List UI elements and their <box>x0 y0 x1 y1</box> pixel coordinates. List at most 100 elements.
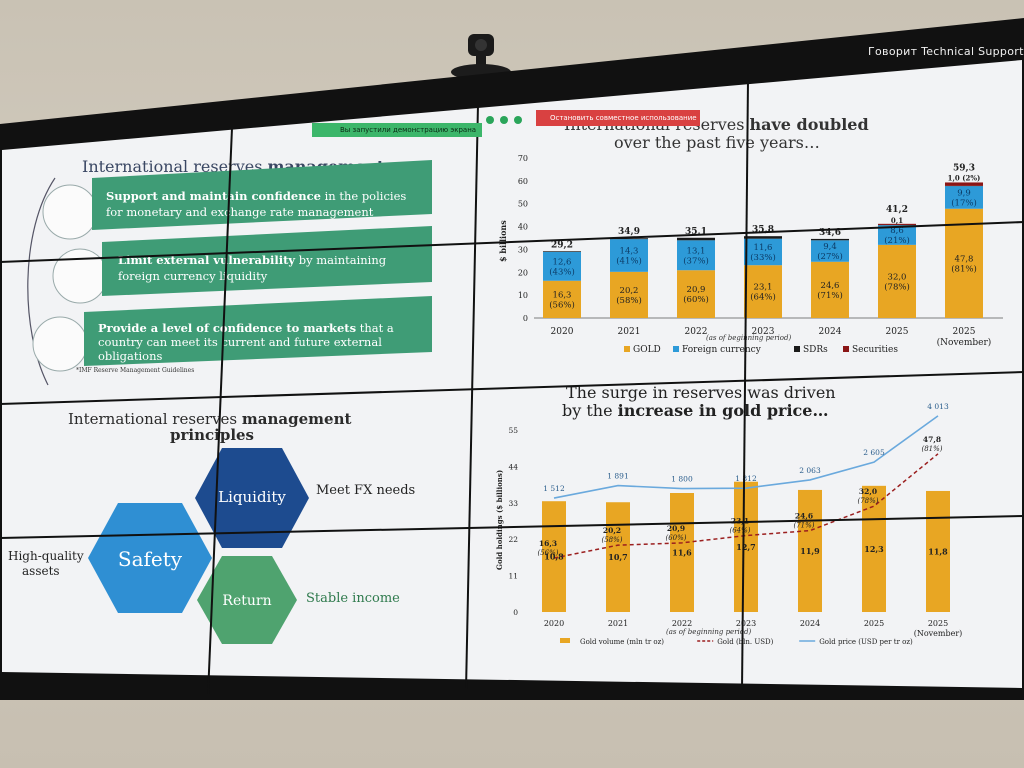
chart2-gold-label: 32,0 <box>859 487 877 496</box>
item-3-line1: Provide a level of confidence to markets… <box>98 321 394 335</box>
chart1-total-label: 34,6 <box>819 228 841 238</box>
chart2-volume-label: 12,7 <box>736 542 755 552</box>
chart1-legend-label: Foreign currency <box>682 345 762 355</box>
chart2-xtick: 2020 <box>544 619 564 628</box>
chart2-ytick: 0 <box>513 608 518 617</box>
chart2-gold-price-line <box>553 415 939 499</box>
chart1-bar-gold <box>543 280 581 318</box>
chart1-legend-swatch <box>843 346 849 352</box>
chart1-xtick: 2020 <box>551 327 574 337</box>
chart1-ytick: 70 <box>518 154 528 163</box>
item-3-line2: country can meet its current and future … <box>98 335 382 349</box>
chart1-ytick: 0 <box>523 314 528 323</box>
chart2-gold-value-line <box>553 453 939 559</box>
chart2-volume-bar <box>798 489 822 612</box>
chart1-ytick: 10 <box>518 291 528 300</box>
chart2-price-label: 1 891 <box>607 472 628 481</box>
chart1-legend-swatch <box>673 346 679 352</box>
chart1-total-label: 59,3 <box>953 163 975 173</box>
principles-title-line2: principles <box>170 426 254 444</box>
chart2-price-label: 1 800 <box>671 475 693 484</box>
chart1-bar-share: (60%) <box>683 294 709 305</box>
bullet-circle-2 <box>52 248 108 304</box>
chart1-bar-share: (81%) <box>951 263 977 274</box>
chart1-bar-foreign-currency <box>677 240 715 271</box>
chart1-legend-swatch <box>624 346 630 352</box>
chart2-legend-label: Gold volume (mln tr oz) <box>580 638 664 646</box>
chart1-bar-gold <box>677 270 715 318</box>
pause-icon[interactable] <box>514 116 522 124</box>
chart1-bar-gold <box>744 265 782 318</box>
chart1-total-label: 34,9 <box>618 227 640 237</box>
chart2-ytick: 22 <box>508 535 518 544</box>
chart1-bar-share: (71%) <box>817 290 843 301</box>
return-note: Stable income <box>306 591 400 606</box>
chart2-xtick: 2024 <box>800 619 820 628</box>
chart1-bar-share: (33%) <box>750 252 776 263</box>
bullet-circle-3 <box>32 316 88 372</box>
top-banner: Говорит Technical Support <box>868 45 1024 58</box>
safety-note-line2: assets <box>22 564 60 578</box>
chart1-total-label: 35,8 <box>752 225 774 235</box>
chart2-gold-share: (58%) <box>601 536 622 544</box>
chart2-gold-label: 47,8 <box>923 435 941 444</box>
item-box-1 <box>92 160 432 230</box>
chart2-ylabel: Gold holdings ($ billions) <box>495 470 504 570</box>
screen-share-icons[interactable] <box>486 114 532 126</box>
chart1-bar-gold <box>945 208 983 318</box>
chart1-ylabel: $ billions <box>498 220 508 262</box>
chart2-volume-bar <box>670 493 694 612</box>
chart1-ytick: 30 <box>518 245 528 254</box>
chart1-bar-foreign-currency <box>610 239 648 272</box>
chart1-ytick: 60 <box>518 177 528 186</box>
chart1-bar-sdrs <box>811 238 849 241</box>
principles-title-line1: International reserves management <box>68 410 351 428</box>
chart2-gold-share: (60%) <box>665 534 686 542</box>
chart2-volume-label: 11,9 <box>800 546 820 556</box>
chart1-legend-label: GOLD <box>633 345 661 355</box>
chart1-xtick: 2023 <box>752 327 775 337</box>
chart2-gold-label: 23,1 <box>731 517 749 526</box>
chart2-price-label: 4 013 <box>927 402 949 411</box>
chart1-bar-share: (27%) <box>817 251 843 262</box>
chart2-xtick: 2022 <box>672 619 692 628</box>
chart1-minor-label: 1,0 (2%) <box>948 173 981 182</box>
chart1-bar-gold <box>610 271 648 318</box>
chart2-volume-label: 12,3 <box>864 544 884 554</box>
chart1-bar-share: (56%) <box>549 299 575 310</box>
chart1-ytick: 20 <box>518 268 528 277</box>
chart1-bar-foreign-currency <box>945 186 983 209</box>
safety-note-line1: High-quality <box>8 549 84 563</box>
chart1-bar-value: 47,8 <box>955 254 974 264</box>
chart2-xnote: (as of beginning period) <box>666 628 751 636</box>
chart1-bar-securities <box>945 182 983 186</box>
chart2-volume-bar <box>606 502 630 612</box>
chart2-price-label: 1 512 <box>543 484 565 493</box>
chart1-xtick-sub: (November) <box>937 337 992 348</box>
chart1-bar-sdrs <box>543 251 581 252</box>
tile-seams <box>0 79 1024 696</box>
chart1-bar-sdrs <box>610 238 648 240</box>
chart1-bar-foreign-currency <box>543 251 581 281</box>
safety-hexagon <box>88 503 212 613</box>
chart1-bar-value: 20,9 <box>687 285 706 295</box>
chart1-bar-share: (43%) <box>549 266 575 277</box>
shield-icon[interactable] <box>500 116 508 124</box>
microphone-icon[interactable] <box>486 116 494 124</box>
chart2-price-label: 2 063 <box>799 466 821 475</box>
chart1-bar-foreign-currency <box>744 238 782 266</box>
item-box-2 <box>102 226 432 296</box>
chart2-ytick: 33 <box>508 499 518 508</box>
chart2-gold-label: 20,2 <box>603 526 621 535</box>
chart1-title-line2: over the past five years… <box>614 133 820 152</box>
chart1-xtick: 2025 <box>886 327 909 337</box>
chart1-legend-swatch <box>794 346 800 352</box>
chart2-price-label: 2 605 <box>863 448 885 457</box>
chart1-bar-share: (17%) <box>951 197 977 208</box>
chart2-ytick: 11 <box>508 572 518 581</box>
management-panel: International reserves management Suppor… <box>27 157 432 386</box>
chart1-legend-label: Securities <box>852 345 898 355</box>
chart2-volume-bar <box>926 490 950 612</box>
stop-sharing-button[interactable]: Остановить совместное использование <box>536 110 700 126</box>
